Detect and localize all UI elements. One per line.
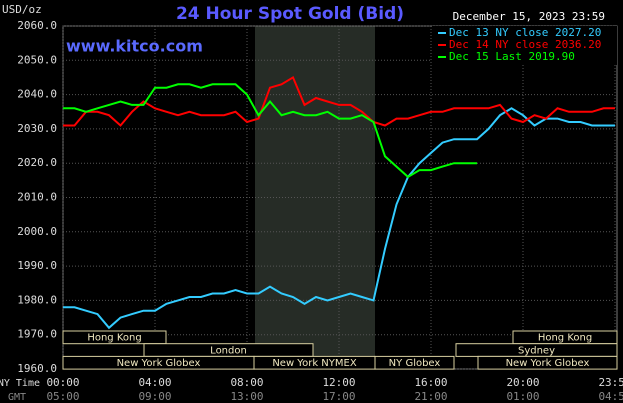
session-label: New York Globex — [117, 358, 201, 369]
x-axis-label: NY Time — [0, 378, 40, 389]
x2-tick-label: 09:00 — [138, 390, 171, 403]
chart-subtitle: December 15, 2023 23:59 — [453, 10, 605, 23]
x-tick-label: 00:00 — [46, 376, 79, 389]
y-tick-label: 2030.0 — [17, 122, 57, 135]
session-label: New York NYMEX — [272, 358, 357, 369]
series-line — [63, 83, 477, 179]
series-line — [63, 75, 615, 127]
series-line — [63, 107, 615, 330]
x-tick-label: 23:59 — [598, 376, 623, 389]
x-tick-label: 12:00 — [322, 376, 355, 389]
y-axis-label: USD/oz — [2, 3, 42, 16]
y-tick-label: 2020.0 — [17, 156, 57, 169]
session-label: Hong Kong — [538, 333, 592, 344]
legend-box — [432, 26, 617, 65]
session-box — [477, 355, 618, 370]
x2-axis-label: GMT — [8, 392, 26, 403]
x2-tick-label: 01:00 — [506, 390, 539, 403]
x-tick-label: 04:00 — [138, 376, 171, 389]
session-box — [374, 355, 455, 370]
y-tick-label: 1990.0 — [17, 259, 57, 272]
y-tick-label: 2000.0 — [17, 225, 57, 238]
y-tick-label: 1960.0 — [17, 362, 57, 375]
legend-label: Dec 13 NY close 2027.20 — [449, 26, 601, 39]
x-tick-label: 08:00 — [230, 376, 263, 389]
session-label: Hong Kong — [87, 333, 141, 344]
legend-label: Dec 14 NY close 2036.20 — [449, 38, 601, 51]
x2-tick-label: 21:00 — [414, 390, 447, 403]
x2-tick-label: 04:59 — [598, 390, 623, 403]
watermark: www.kitco.com — [66, 37, 203, 56]
y-tick-label: 1980.0 — [17, 293, 57, 306]
x-tick-label: 16:00 — [414, 376, 447, 389]
x2-tick-label: 05:00 — [46, 390, 79, 403]
session-label: Sydney — [518, 345, 555, 356]
y-tick-label: 2010.0 — [17, 191, 57, 204]
chart-title: 24 Hour Spot Gold (Bid) — [176, 4, 404, 24]
y-tick-label: 2040.0 — [17, 88, 57, 101]
x-tick-label: 20:00 — [506, 376, 539, 389]
session-label: NY Globex — [389, 358, 441, 369]
y-tick-label: 2060.0 — [17, 19, 57, 32]
session-label: New York Globex — [506, 358, 590, 369]
x2-tick-label: 13:00 — [230, 390, 263, 403]
legend-label: Dec 15 Last 2019.90 — [449, 50, 575, 63]
session-label: London — [210, 345, 247, 356]
x2-tick-label: 17:00 — [322, 390, 355, 403]
session-box — [62, 330, 167, 345]
y-tick-label: 1970.0 — [17, 328, 57, 341]
y-tick-label: 2050.0 — [17, 53, 57, 66]
